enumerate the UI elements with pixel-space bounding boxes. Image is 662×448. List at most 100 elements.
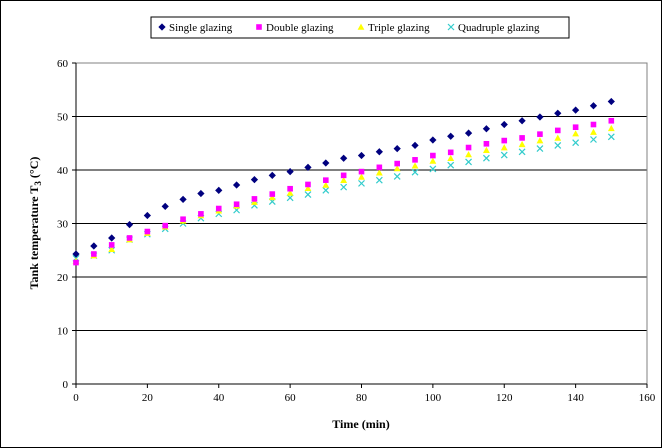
data-point-quadruple-glazing: [375, 176, 383, 184]
x-tick-label: 60: [285, 392, 297, 404]
data-point-quadruple-glazing: [358, 179, 365, 187]
data-point-triple-glazing: [447, 154, 455, 162]
data-point-single-glazing: [518, 117, 526, 125]
data-point-double-glazing: [108, 242, 115, 248]
data-point-triple-glazing: [251, 198, 258, 205]
legend-label-quadruple-glazing: Quadruple glazing: [458, 22, 540, 34]
data-point-quadruple-glazing: [465, 158, 472, 166]
data-point-quadruple-glazing: [411, 168, 419, 176]
data-point-triple-glazing: [340, 176, 348, 183]
data-point-quadruple-glazing: [482, 154, 490, 162]
data-point-quadruple-glazing: [554, 141, 562, 149]
x-tick-label: 160: [639, 392, 656, 404]
x-tick-label: 20: [142, 392, 154, 404]
data-point-double-glazing: [501, 137, 508, 144]
data-point-single-glazing: [268, 171, 276, 179]
data-point-single-glazing: [179, 195, 187, 204]
data-point-double-glazing: [198, 211, 204, 217]
legend-item-triple-glazing: Triple glazing: [357, 22, 430, 34]
data-point-quadruple-glazing: [500, 151, 508, 159]
data-point-double-glazing: [251, 196, 258, 202]
data-point-double-glazing: [144, 228, 151, 235]
data-point-double-glazing: [376, 164, 383, 171]
data-point-single-glazing: [429, 136, 437, 144]
data-point-single-glazing: [108, 234, 116, 242]
x-tick-label: 120: [496, 392, 513, 404]
data-point-single-glazing: [536, 113, 544, 121]
data-point-single-glazing: [447, 132, 455, 140]
data-point-triple-glazing: [465, 151, 472, 158]
legend-marker-single-glazing: [158, 23, 166, 31]
data-point-quadruple-glazing: [607, 133, 615, 141]
data-point-double-glazing: [305, 181, 311, 188]
x-axis-title: Time (min): [332, 417, 389, 431]
data-point-single-glazing: [482, 125, 491, 133]
x-tick-label: 80: [356, 392, 368, 404]
y-tick-label: 40: [57, 165, 69, 177]
data-point-single-glazing: [607, 97, 615, 106]
data-point-single-glazing: [357, 151, 366, 160]
data-point-quadruple-glazing: [536, 145, 544, 153]
legend-marker-triple-glazing: [357, 23, 365, 30]
data-point-triple-glazing: [358, 173, 365, 180]
data-point-double-glazing: [340, 172, 347, 179]
data-point-triple-glazing: [572, 130, 580, 137]
data-point-triple-glazing: [411, 162, 419, 169]
data-point-double-glazing: [430, 152, 436, 159]
data-point-quadruple-glazing: [304, 191, 312, 199]
data-point-single-glazing: [250, 176, 259, 184]
data-point-single-glazing: [161, 202, 169, 211]
data-point-single-glazing: [197, 189, 205, 198]
data-point-triple-glazing: [483, 146, 490, 154]
data-point-single-glazing: [572, 106, 580, 114]
data-point-double-glazing: [162, 222, 169, 229]
data-point-double-glazing: [73, 259, 79, 266]
data-point-double-glazing: [519, 135, 525, 141]
data-point-single-glazing: [72, 250, 80, 258]
data-point-single-glazing: [411, 141, 419, 150]
legend-marker-quadruple-glazing: [447, 23, 455, 31]
y-tick-label: 10: [57, 326, 69, 338]
y-axis-title-subscript: 3: [33, 181, 43, 186]
legend-label-single-glazing: Single glazing: [169, 22, 233, 34]
data-point-single-glazing: [393, 144, 401, 153]
data-point-double-glazing: [465, 144, 472, 151]
data-point-double-glazing: [412, 157, 418, 163]
data-point-triple-glazing: [108, 245, 116, 252]
data-point-quadruple-glazing: [393, 172, 401, 180]
data-point-single-glazing: [90, 242, 98, 250]
data-point-triple-glazing: [536, 137, 544, 144]
x-tick-label: 0: [73, 392, 79, 404]
data-point-double-glazing: [215, 205, 222, 212]
data-point-triple-glazing: [590, 128, 597, 135]
data-point-double-glazing: [233, 201, 240, 208]
y-tick-label: 60: [57, 58, 69, 70]
series-triple-glazing: [72, 124, 615, 264]
data-point-single-glazing: [322, 159, 330, 167]
data-point-single-glazing: [286, 167, 294, 176]
data-point-triple-glazing: [429, 157, 437, 164]
data-point-triple-glazing: [268, 193, 276, 201]
data-point-double-glazing: [269, 191, 276, 197]
data-point-single-glazing: [215, 186, 223, 194]
data-point-double-glazing: [554, 127, 561, 134]
data-point-single-glazing: [554, 109, 562, 117]
data-point-quadruple-glazing: [590, 136, 597, 143]
data-point-double-glazing: [358, 168, 365, 175]
grid-lines: [76, 62, 647, 331]
data-point-single-glazing: [304, 163, 312, 171]
data-point-triple-glazing: [322, 181, 330, 188]
y-tick-label: 20: [57, 272, 69, 284]
data-point-single-glazing: [500, 120, 508, 129]
legend-marker-double-glazing: [256, 24, 262, 30]
data-point-double-glazing: [126, 235, 133, 241]
data-point-quadruple-glazing: [572, 139, 580, 147]
data-point-triple-glazing: [554, 134, 562, 141]
data-point-quadruple-glazing: [322, 186, 330, 194]
y-axis-title-main: Tank temperature T: [27, 186, 41, 290]
data-point-single-glazing: [143, 211, 151, 220]
data-point-quadruple-glazing: [340, 183, 348, 191]
data-point-single-glazing: [125, 220, 134, 229]
legend: Single glazing Double glazing Triple glazi…: [150, 16, 570, 39]
